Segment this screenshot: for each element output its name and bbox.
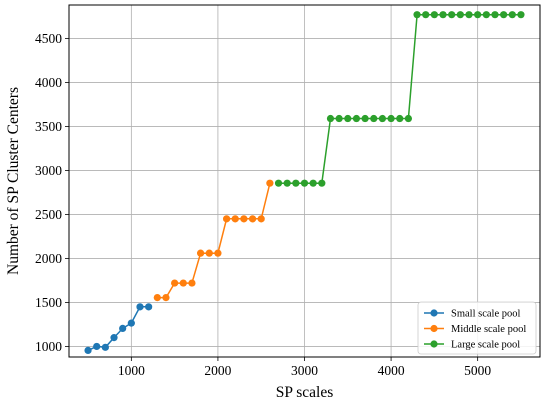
series-group (153, 179, 274, 302)
data-point (153, 294, 161, 302)
series-layer (84, 11, 525, 354)
data-point (274, 179, 283, 187)
data-point (188, 279, 196, 287)
data-point (396, 114, 404, 123)
x-tick-label: 4000 (378, 363, 405, 378)
y-tick-label: 4500 (35, 31, 62, 46)
x-tick-label: 1000 (118, 363, 145, 378)
series-line (278, 13, 521, 184)
data-point (439, 11, 447, 19)
data-point (205, 249, 213, 257)
y-tick-label: 3500 (35, 119, 62, 134)
data-point (266, 179, 274, 187)
data-point (84, 346, 92, 354)
data-point (352, 114, 361, 123)
data-point (404, 114, 412, 123)
y-tick-label: 1000 (35, 339, 62, 354)
data-point (283, 179, 291, 187)
data-point (197, 249, 205, 257)
legend-marker (430, 324, 438, 333)
data-point (136, 303, 144, 311)
data-point (335, 114, 343, 123)
data-point (127, 319, 135, 327)
data-point (491, 11, 499, 19)
y-tick-label: 2500 (35, 207, 62, 222)
y-tick-label: 1500 (35, 295, 62, 310)
legend-item: Small scale pool (424, 309, 520, 320)
legend-item: Middle scale pool (424, 324, 526, 335)
data-point (482, 11, 490, 19)
data-point (326, 114, 335, 123)
data-point (387, 114, 395, 123)
data-point (145, 303, 153, 311)
legend-item: Large scale pool (424, 340, 520, 351)
data-point (240, 215, 248, 223)
data-point (179, 279, 187, 287)
data-point (465, 11, 473, 19)
data-point (214, 249, 222, 257)
series-group (84, 303, 153, 354)
data-point (344, 114, 352, 123)
axis-ticks: 1000 2000 3000 4000 5000 1000 1500 2000 2500 3000… (35, 31, 491, 378)
data-point (93, 342, 101, 351)
legend-label: Small scale pool (451, 309, 520, 320)
x-tick-label: 5000 (464, 363, 491, 378)
data-point (448, 11, 456, 19)
data-point (119, 324, 127, 332)
data-point (413, 11, 421, 19)
data-point (370, 114, 378, 123)
x-axis-label: SP scales (276, 384, 334, 401)
data-point (162, 294, 170, 302)
x-tick-label: 2000 (204, 363, 231, 378)
data-point (517, 11, 525, 19)
grid-lines (69, 5, 540, 357)
data-point (422, 11, 430, 19)
data-point (248, 215, 257, 223)
y-tick-label: 3000 (35, 163, 62, 178)
data-point (231, 215, 239, 223)
data-point (474, 11, 482, 19)
data-point (300, 179, 309, 187)
data-point (378, 114, 387, 123)
data-point (500, 11, 508, 19)
legend-marker (430, 309, 438, 317)
y-tick-label: 2000 (35, 251, 62, 266)
data-point (101, 343, 109, 351)
legend-label: Middle scale pool (451, 324, 526, 335)
data-point (456, 11, 464, 19)
legend: Small scale pool Middle scale pool Large s… (417, 301, 537, 355)
data-point (318, 179, 326, 187)
series-group (274, 11, 525, 187)
plot-area-frame (68, 4, 541, 358)
y-tick-label: 4000 (35, 75, 62, 90)
data-point (361, 114, 369, 123)
legend-marker (430, 340, 438, 348)
y-axis-label: Number of SP Cluster Centers (5, 87, 22, 275)
data-point (222, 215, 231, 223)
data-point (257, 215, 265, 223)
x-tick-label: 3000 (291, 363, 318, 378)
data-point (508, 11, 516, 19)
data-point (171, 279, 179, 287)
data-point (292, 179, 300, 187)
legend-box (417, 301, 537, 355)
legend-label: Large scale pool (451, 340, 520, 351)
data-point (430, 11, 438, 19)
data-point (309, 179, 317, 187)
data-point (110, 334, 118, 342)
